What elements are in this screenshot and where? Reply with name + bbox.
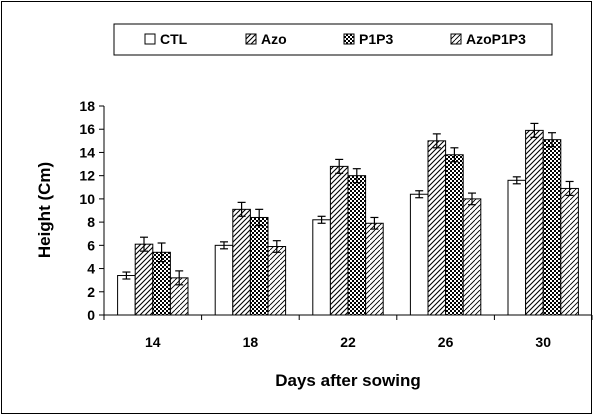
bar-azo-14 [134, 243, 154, 316]
legend-label-ctl: CTL [160, 31, 188, 47]
legend-swatch-p1p3 [343, 33, 355, 45]
bar-azo-22 [329, 165, 349, 316]
y-tick-label: 4 [87, 261, 95, 277]
x-tick-label: 26 [438, 334, 454, 350]
legend-swatch-azop1p3 [450, 33, 462, 45]
y-tick-label: 12 [79, 168, 95, 184]
bar-p1p3-22 [347, 175, 367, 316]
x-tick-label: 22 [340, 334, 356, 350]
y-tick-label: 18 [79, 98, 95, 114]
y-tick-label: 6 [87, 237, 95, 253]
y-tick-label: 14 [79, 144, 95, 160]
bar-azo-18 [232, 208, 251, 316]
y-tick-label: 16 [79, 121, 95, 137]
y-axis-title: Height (Cm) [35, 162, 54, 258]
x-tick-label: 30 [535, 334, 551, 350]
bar-ctl-22 [312, 219, 331, 316]
bars [117, 122, 579, 316]
y-tick-label: 8 [87, 214, 95, 230]
legend-swatch-azo [245, 33, 257, 45]
y-tick-label: 10 [79, 191, 95, 207]
y-tick-label: 2 [87, 284, 95, 300]
x-tick-label: 18 [243, 334, 259, 350]
legend-swatch-ctl [144, 33, 156, 45]
y-tick-label: 0 [87, 307, 95, 323]
bar-ctl-26 [409, 193, 429, 316]
legend-label-p1p3: P1P3 [359, 31, 393, 47]
bar-azop1p3-30 [560, 187, 579, 316]
x-tick-label: 14 [145, 334, 161, 350]
legend-box [113, 23, 553, 56]
y-axis: 0 2 4 6 8 10 12 14 16 18 [79, 98, 105, 323]
x-axis-title: Days after sowing [275, 371, 421, 390]
bar-ctl-18 [214, 244, 234, 316]
legend-label-azop1p3: AzoP1P3 [466, 31, 526, 47]
bar-ctl-30 [507, 179, 527, 316]
bar-azop1p3-26 [462, 198, 482, 316]
bar-p1p3-30 [542, 139, 562, 316]
bar-azop1p3-22 [365, 222, 384, 316]
bar-p1p3-18 [249, 216, 269, 316]
bar-p1p3-26 [445, 154, 464, 316]
bar-azo-26 [427, 140, 447, 316]
bar-azop1p3-18 [267, 245, 287, 316]
legend-label-azo: Azo [261, 31, 287, 47]
legend: CTL Azo P1P3 AzoP1P3 [113, 23, 553, 56]
bar-azo-30 [525, 129, 544, 316]
bar-ctl-14 [117, 275, 136, 316]
